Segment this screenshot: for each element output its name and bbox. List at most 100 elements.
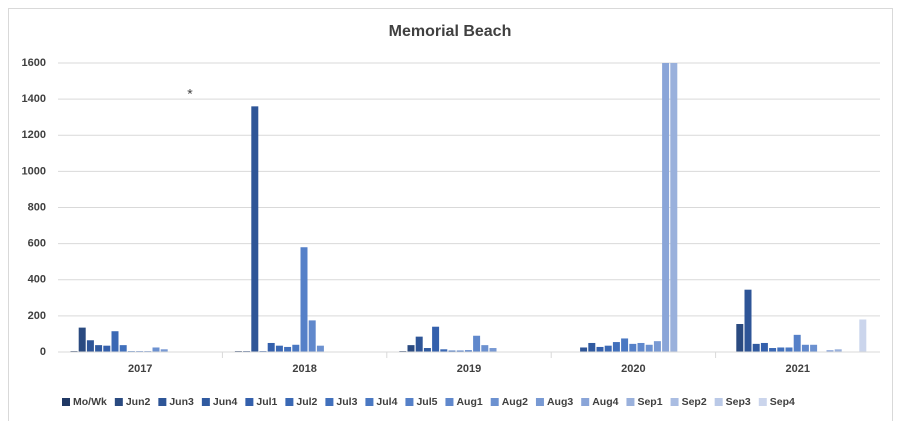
bar bbox=[251, 106, 259, 352]
bar bbox=[612, 342, 620, 352]
x-tick-label: 2018 bbox=[292, 363, 316, 375]
legend-label: Aug2 bbox=[502, 396, 528, 408]
bar bbox=[801, 344, 809, 352]
bar bbox=[415, 336, 423, 352]
bar bbox=[670, 63, 678, 352]
bar bbox=[456, 350, 464, 352]
x-tick-label: 2020 bbox=[621, 363, 645, 375]
annotation: * bbox=[187, 86, 193, 102]
bar bbox=[95, 345, 103, 352]
legend-swatch bbox=[201, 398, 210, 406]
legend-label: Aug1 bbox=[456, 396, 482, 408]
bar bbox=[653, 341, 661, 352]
y-tick-label: 1400 bbox=[22, 93, 46, 105]
bar bbox=[407, 345, 415, 352]
bar bbox=[662, 63, 670, 352]
bar bbox=[308, 320, 316, 352]
legend-swatch bbox=[245, 398, 254, 406]
legend-label: Jul1 bbox=[256, 396, 277, 408]
legend-label: Sep3 bbox=[726, 396, 751, 408]
y-tick-label: 400 bbox=[28, 274, 46, 286]
bar bbox=[111, 331, 119, 352]
legend-swatch bbox=[490, 398, 499, 406]
legend-swatch bbox=[405, 398, 414, 406]
bar bbox=[300, 247, 308, 352]
bar bbox=[275, 345, 283, 352]
bar bbox=[316, 345, 324, 352]
legend-label: Jul3 bbox=[336, 396, 357, 408]
bar bbox=[588, 342, 596, 352]
legend-label: Jul4 bbox=[376, 396, 397, 408]
y-tick-label: 1200 bbox=[22, 129, 46, 141]
legend-swatch bbox=[670, 398, 679, 406]
bar bbox=[760, 342, 768, 352]
legend-swatch bbox=[325, 398, 334, 406]
bar bbox=[464, 350, 472, 352]
legend-swatch bbox=[758, 398, 767, 406]
chart-frame bbox=[8, 8, 893, 421]
bar bbox=[580, 347, 588, 352]
legend-swatch bbox=[445, 398, 454, 406]
legend-swatch bbox=[581, 398, 590, 406]
legend-label: Sep4 bbox=[770, 396, 795, 408]
y-tick-label: 800 bbox=[28, 201, 46, 213]
bar bbox=[645, 344, 653, 352]
bar bbox=[752, 343, 760, 352]
y-tick-label: 1000 bbox=[22, 165, 46, 177]
bar bbox=[793, 334, 801, 352]
bar bbox=[629, 343, 637, 352]
legend-label: Jun4 bbox=[213, 396, 238, 408]
y-tick-label: 600 bbox=[28, 238, 46, 250]
legend-swatch bbox=[365, 398, 374, 406]
legend-swatch bbox=[626, 398, 635, 406]
bar bbox=[152, 347, 160, 352]
bar bbox=[86, 340, 94, 352]
bar bbox=[103, 345, 111, 352]
y-tick-label: 1600 bbox=[22, 57, 46, 69]
bar bbox=[448, 350, 456, 352]
bar bbox=[119, 345, 127, 352]
legend-swatch bbox=[285, 398, 294, 406]
bar bbox=[604, 345, 612, 352]
legend-label: Sep2 bbox=[682, 396, 707, 408]
legend-label: Aug3 bbox=[547, 396, 573, 408]
bar bbox=[596, 346, 604, 352]
bar bbox=[810, 344, 818, 352]
bar bbox=[267, 342, 275, 352]
legend-swatch bbox=[62, 398, 70, 406]
y-tick-label: 200 bbox=[28, 310, 46, 322]
bar bbox=[284, 346, 292, 352]
bar bbox=[769, 348, 777, 352]
bar bbox=[489, 348, 497, 352]
legend-swatch bbox=[114, 398, 123, 406]
x-tick-label: 2017 bbox=[128, 363, 152, 375]
bar bbox=[473, 335, 481, 352]
x-tick-label: 2021 bbox=[786, 363, 810, 375]
bar bbox=[777, 347, 785, 352]
bar bbox=[736, 324, 744, 352]
bar bbox=[440, 349, 448, 352]
bar bbox=[292, 344, 300, 352]
y-tick-label: 0 bbox=[40, 346, 46, 358]
bar bbox=[637, 342, 645, 352]
chart-title: Memorial Beach bbox=[389, 23, 512, 40]
bar bbox=[744, 289, 752, 352]
legend-label: Mo/Wk bbox=[73, 396, 107, 408]
x-tick-label: 2019 bbox=[457, 363, 481, 375]
bar bbox=[621, 338, 629, 352]
legend-swatch bbox=[714, 398, 723, 406]
legend-swatch bbox=[158, 398, 167, 406]
legend-label: Aug4 bbox=[592, 396, 618, 408]
legend-label: Sep1 bbox=[637, 396, 662, 408]
bar bbox=[785, 347, 793, 352]
bar bbox=[423, 348, 431, 352]
legend-swatch bbox=[535, 398, 544, 406]
bar bbox=[481, 345, 489, 352]
legend-label: Jul2 bbox=[296, 396, 317, 408]
bar bbox=[859, 319, 867, 352]
bar bbox=[78, 327, 86, 352]
bar bbox=[160, 349, 168, 352]
legend-label: Jun3 bbox=[169, 396, 194, 408]
legend-label: Jul5 bbox=[416, 396, 437, 408]
